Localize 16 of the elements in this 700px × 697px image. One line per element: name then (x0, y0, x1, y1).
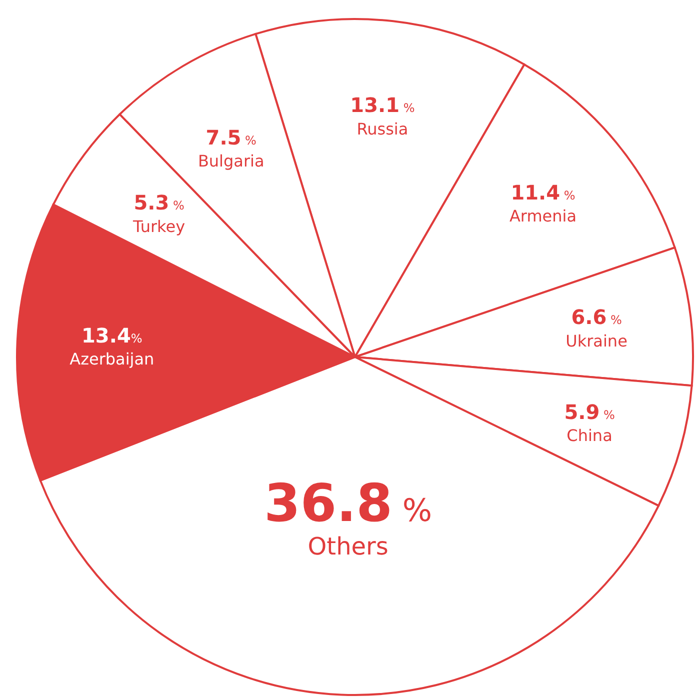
slice-label: Turkey (132, 216, 186, 236)
slice-label: Bulgaria (198, 152, 264, 171)
data-label: 5.3 % (134, 190, 184, 215)
data-label: 11.4 % (510, 180, 576, 204)
data-label: 6.6 % (571, 305, 622, 330)
slice-label: Ukraine (566, 331, 628, 350)
slice-label: Azerbaijan (70, 350, 154, 369)
data-label: 13.1 % (350, 92, 415, 117)
data-label: 7.5 % (206, 125, 256, 150)
slice-label: China (566, 426, 612, 446)
slice-label: Others (308, 532, 388, 561)
data-label: 13.4% (82, 323, 142, 348)
slice-label: Armenia (509, 206, 577, 226)
slice-label: Russia (356, 119, 408, 138)
data-label: 5.9 % (564, 400, 615, 424)
data-label: 36.8 % (264, 474, 432, 534)
